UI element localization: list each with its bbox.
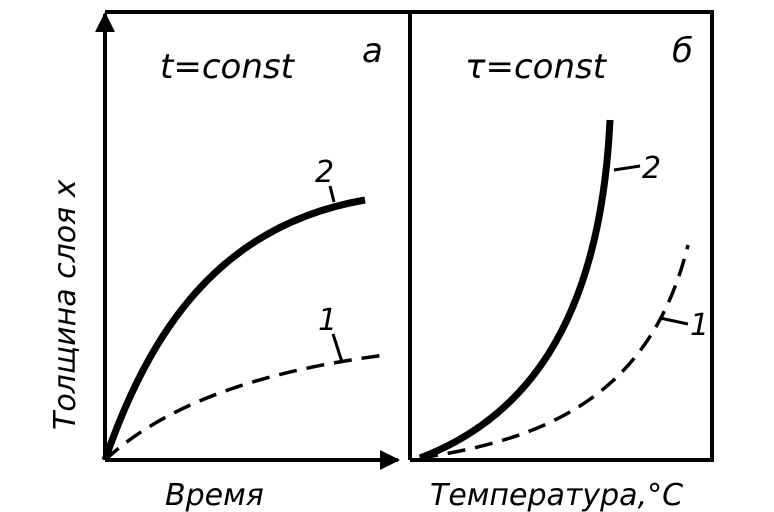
curve-label: 2 bbox=[642, 151, 661, 186]
leader bbox=[331, 333, 344, 363]
condition: τ=const bbox=[465, 47, 608, 87]
curve-label: 2 bbox=[315, 155, 334, 190]
panel-letter: а bbox=[362, 31, 383, 71]
panel-letter: б bbox=[672, 31, 693, 71]
leader bbox=[613, 164, 641, 172]
y-axis-label: Толщина слоя x bbox=[48, 179, 83, 430]
leader bbox=[328, 185, 336, 203]
curve-label: 1 bbox=[690, 308, 709, 343]
x-axis-label: Температура,°C bbox=[430, 478, 683, 512]
curve-2 bbox=[101, 196, 366, 462]
x-axis-label: Время bbox=[165, 478, 264, 512]
curve-label: 1 bbox=[318, 303, 337, 338]
leader bbox=[659, 316, 689, 326]
condition: t=const bbox=[160, 47, 296, 87]
curve-2 bbox=[418, 119, 614, 462]
curve-1 bbox=[419, 244, 690, 460]
curve-1 bbox=[103, 353, 386, 462]
